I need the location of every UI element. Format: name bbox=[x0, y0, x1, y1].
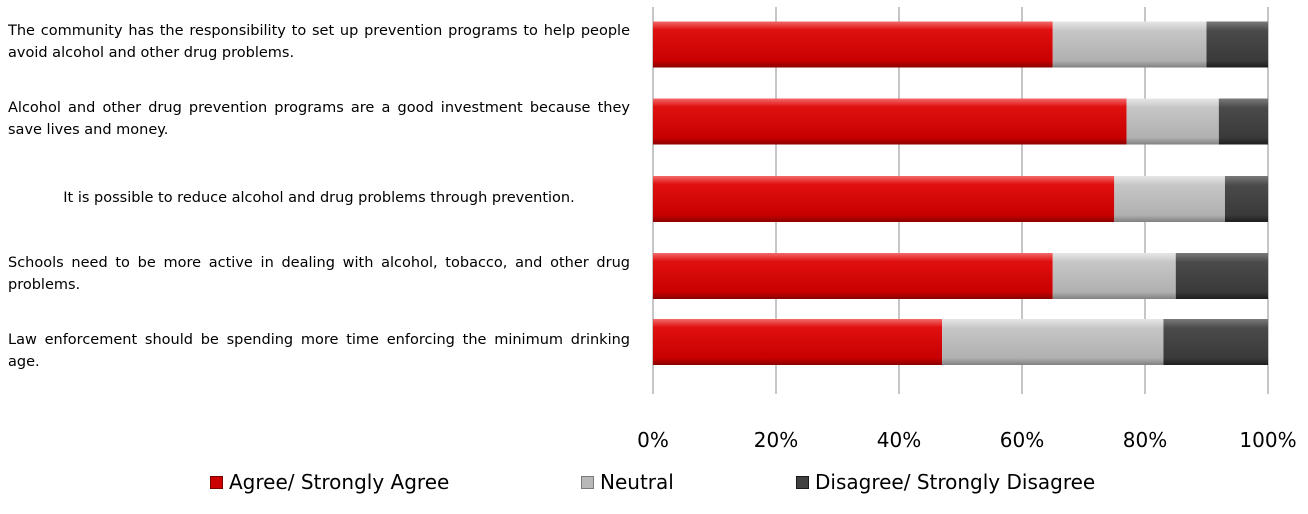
x-axis-ticks: 0% 20% 40% 60% 80% 100% bbox=[637, 428, 1296, 452]
legend-item-disagree: Disagree/ Strongly Disagree bbox=[796, 470, 1095, 494]
legend-item-neutral: Neutral bbox=[581, 470, 674, 494]
category-label: Alcohol and other drug prevention progra… bbox=[8, 100, 630, 138]
category-label: It is possible to reduce alcohol and dru… bbox=[63, 190, 575, 206]
bar-segment-neutral bbox=[1126, 98, 1219, 145]
bar-segment-neutral bbox=[942, 319, 1164, 365]
bars bbox=[653, 21, 1268, 365]
x-tick-label: 60% bbox=[1000, 428, 1044, 452]
legend-swatch-agree bbox=[210, 475, 223, 489]
bar-segment-disagree bbox=[1175, 253, 1268, 299]
bar-segment-disagree bbox=[1206, 21, 1268, 68]
x-tick-label: 100% bbox=[1239, 428, 1296, 452]
x-tick-label: 80% bbox=[1123, 428, 1167, 452]
bar-segment-agree bbox=[653, 98, 1127, 145]
legend-label-neutral: Neutral bbox=[600, 470, 674, 494]
category-label: Schools need to be more active in dealin… bbox=[8, 255, 630, 293]
bar-segment-agree bbox=[653, 253, 1053, 299]
bar-segment-agree bbox=[653, 319, 943, 365]
category-label: The community has the responsibility to … bbox=[8, 23, 630, 61]
legend-label-disagree: Disagree/ Strongly Disagree bbox=[815, 470, 1096, 494]
x-tick-label: 20% bbox=[754, 428, 798, 452]
x-tick-label: 0% bbox=[637, 428, 669, 452]
bar-segment-agree bbox=[653, 176, 1115, 222]
bar-segment-neutral bbox=[1114, 176, 1225, 222]
legend: Agree/ Strongly Agree Neutral Disagree/ … bbox=[0, 470, 1308, 500]
legend-item-agree: Agree/ Strongly Agree bbox=[210, 470, 449, 494]
bar-segment-disagree bbox=[1224, 176, 1268, 222]
bar-segment-neutral bbox=[1052, 253, 1176, 299]
bar-segment-disagree bbox=[1163, 319, 1268, 365]
legend-swatch-neutral bbox=[581, 475, 594, 489]
legend-swatch-disagree bbox=[796, 475, 809, 489]
category-label: Law enforcement should be spending more … bbox=[8, 332, 630, 370]
bar-segment-neutral bbox=[1052, 21, 1207, 68]
x-tick-label: 40% bbox=[877, 428, 921, 452]
bar-segment-agree bbox=[653, 21, 1053, 68]
legend-label-agree: Agree/ Strongly Agree bbox=[229, 470, 450, 494]
bar-segment-disagree bbox=[1218, 98, 1268, 145]
